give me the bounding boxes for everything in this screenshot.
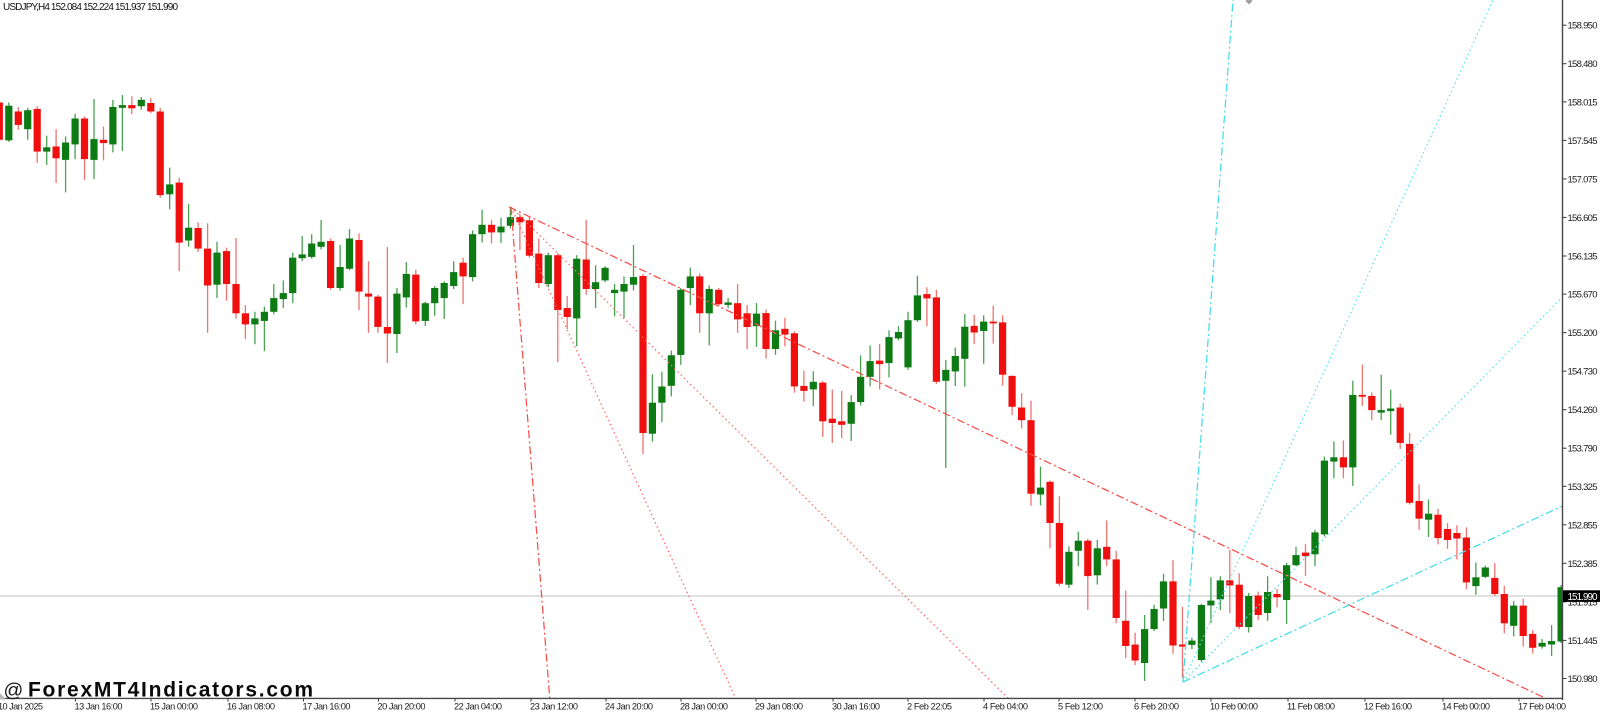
svg-text:154.730: 154.730: [1568, 367, 1598, 378]
svg-text:12 Feb 16:00: 12 Feb 16:00: [1364, 701, 1412, 711]
svg-text:157.075: 157.075: [1568, 174, 1598, 185]
svg-text:28 Jan 00:00: 28 Jan 00:00: [680, 701, 728, 711]
svg-text:USDJPY,H4 152.084 152.224 151: USDJPY,H4 152.084 152.224 151.937 151.99…: [3, 2, 178, 13]
svg-text:2 Feb 22:05: 2 Feb 22:05: [907, 701, 952, 711]
svg-text:158.015: 158.015: [1568, 97, 1598, 108]
svg-text:23 Jan 12:00: 23 Jan 12:00: [530, 701, 578, 711]
svg-text:10 Feb 00:00: 10 Feb 00:00: [1210, 701, 1258, 711]
svg-text:156.135: 156.135: [1568, 252, 1598, 263]
svg-text:30 Jan 16:00: 30 Jan 16:00: [832, 701, 880, 711]
svg-text:158.950: 158.950: [1568, 21, 1598, 32]
svg-text:154.260: 154.260: [1568, 405, 1598, 416]
svg-text:152.855: 152.855: [1568, 520, 1598, 531]
svg-text:20 Jan 20:00: 20 Jan 20:00: [378, 701, 426, 711]
svg-text:155.200: 155.200: [1568, 328, 1598, 339]
svg-text:158.480: 158.480: [1568, 59, 1598, 70]
svg-text:150.980: 150.980: [1568, 674, 1598, 685]
svg-text:153.790: 153.790: [1568, 444, 1598, 455]
svg-text:4 Feb 04:00: 4 Feb 04:00: [983, 701, 1028, 711]
svg-text:151.445: 151.445: [1568, 636, 1598, 647]
svg-text:153.325: 153.325: [1568, 482, 1598, 493]
svg-text:5 Feb 12:00: 5 Feb 12:00: [1058, 701, 1103, 711]
svg-text:152.385: 152.385: [1568, 559, 1598, 570]
svg-text:24 Jan 20:00: 24 Jan 20:00: [605, 701, 653, 711]
svg-text:151.915: 151.915: [1568, 597, 1598, 608]
svg-text:157.545: 157.545: [1568, 136, 1598, 147]
svg-text:@: @: [4, 680, 24, 702]
svg-text:15 Jan 00:00: 15 Jan 00:00: [150, 701, 198, 711]
svg-text:156.605: 156.605: [1568, 213, 1598, 224]
svg-text:14 Feb 00:00: 14 Feb 00:00: [1442, 701, 1490, 711]
svg-text:29 Jan 08:00: 29 Jan 08:00: [755, 701, 803, 711]
svg-text:ForexMT4Indicators.com: ForexMT4Indicators.com: [28, 679, 313, 702]
svg-text:17 Jan 16:00: 17 Jan 16:00: [303, 701, 351, 711]
svg-text:151.990: 151.990: [1568, 592, 1599, 603]
svg-text:22 Jan 04:00: 22 Jan 04:00: [454, 701, 502, 711]
svg-text:13 Jan 16:00: 13 Jan 16:00: [75, 701, 123, 711]
svg-text:10 Jan 2025: 10 Jan 2025: [0, 701, 43, 711]
svg-text:16 Jan 08:00: 16 Jan 08:00: [227, 701, 275, 711]
svg-text:11 Feb 08:00: 11 Feb 08:00: [1287, 701, 1335, 711]
svg-text:17 Feb 04:00: 17 Feb 04:00: [1518, 701, 1566, 711]
svg-text:155.670: 155.670: [1568, 290, 1598, 301]
svg-text:6 Feb 20:00: 6 Feb 20:00: [1134, 701, 1179, 711]
